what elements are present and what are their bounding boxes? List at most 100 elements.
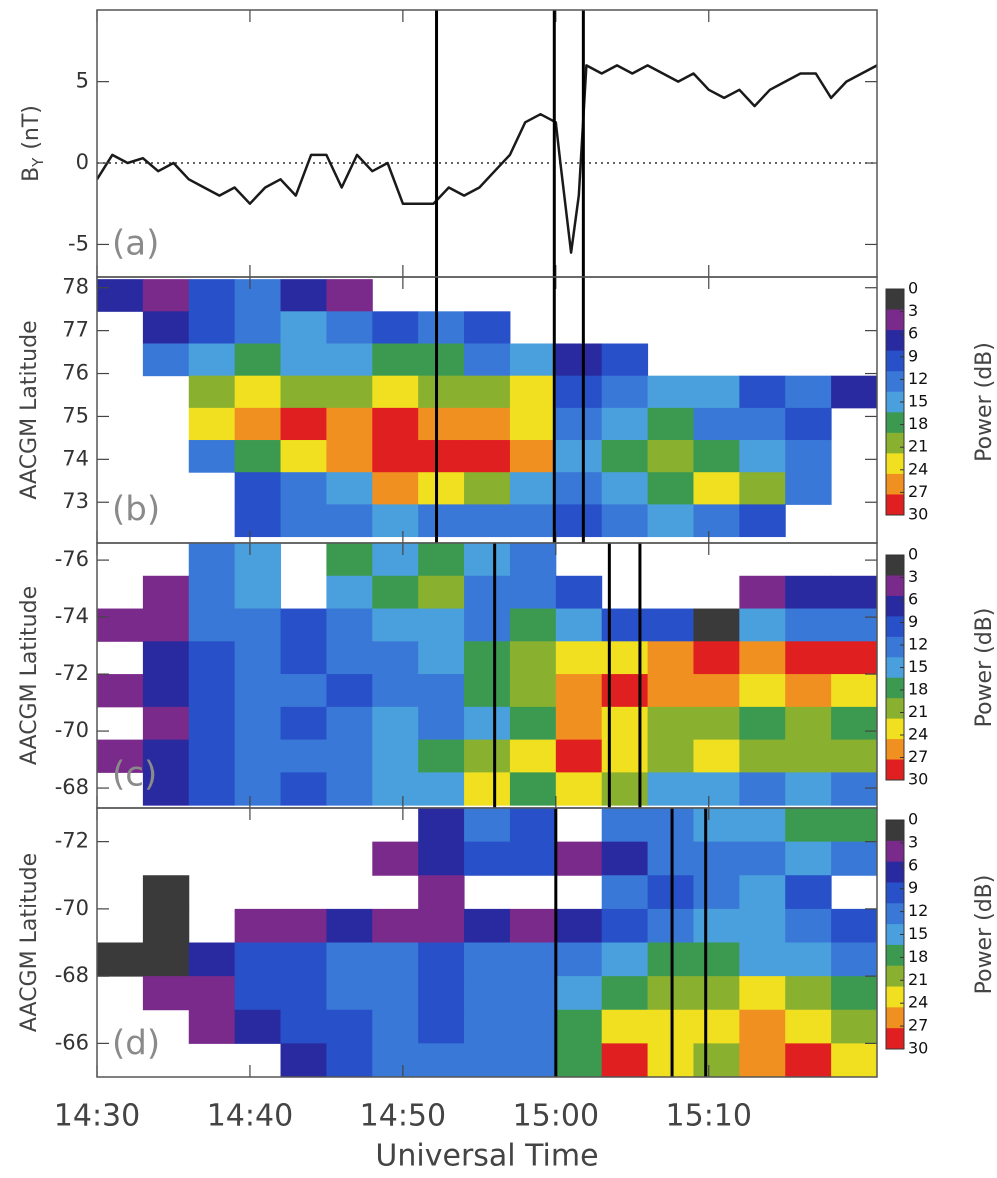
colorbar-tick-label: 9 [908, 346, 918, 365]
plot-area [97, 279, 877, 538]
heatmap-cell [831, 706, 877, 741]
colorbar-swatch [886, 759, 904, 781]
heatmap-cell [418, 674, 465, 708]
y-label-unit: (nT) [19, 105, 44, 150]
heatmap-cell [97, 739, 144, 773]
heatmap-cell [280, 504, 327, 538]
colorbar-tick-label: 30 [908, 505, 928, 524]
colorbar-tick-label: 3 [908, 301, 918, 320]
heatmap-cell [555, 504, 603, 538]
heatmap-cell [326, 706, 373, 741]
heatmap-cell [372, 772, 419, 806]
heatmap-cell [234, 311, 282, 344]
y-label-sub: Y [29, 157, 47, 168]
colorbar-swatch [886, 350, 904, 372]
heatmap-cell [326, 407, 373, 441]
heatmap-cell [509, 343, 557, 377]
heatmap-cell [280, 375, 327, 409]
panel: AACGM Latitude 0 3 6 9 12 15 18 21 24 27 30 Power (d… [17, 807, 997, 1078]
colorbar-swatch [886, 575, 904, 597]
heatmap-cell [785, 808, 832, 843]
heatmap-cell [464, 472, 511, 505]
heatmap-cell [647, 674, 694, 708]
heatmap-cell [739, 504, 786, 538]
heatmap-cell [464, 706, 511, 741]
heatmap-cell [739, 908, 786, 943]
heatmap-cell [601, 808, 649, 843]
y-tick-label: 5 [76, 69, 89, 93]
heatmap-cell [188, 739, 236, 773]
heatmap-cell [693, 608, 740, 642]
heatmap-cell [464, 739, 511, 773]
heatmap-cell [785, 407, 832, 441]
heatmap-cell [464, 1009, 511, 1044]
heatmap-cell [234, 674, 282, 708]
heatmap-cell [234, 440, 282, 473]
heatmap-cell [326, 641, 373, 675]
heatmap-cell [142, 706, 190, 741]
heatmap-cell [693, 942, 740, 977]
heatmap-cell [280, 772, 327, 806]
colorbar-swatch [886, 718, 904, 740]
heatmap-cell [326, 343, 373, 377]
heatmap-cell [647, 706, 694, 741]
heatmap-cell [372, 375, 419, 409]
heatmap-cell [739, 808, 786, 843]
heatmap-cell [739, 706, 786, 741]
heatmap-cell [509, 641, 557, 675]
colorbar-tick-label: 27 [908, 747, 928, 766]
colorbar-swatch [886, 677, 904, 699]
y-tick-label: -70 [55, 718, 89, 742]
heatmap-cell [555, 440, 603, 473]
heatmap-cell [280, 472, 327, 505]
y-axis-label: AACGM Latitude [17, 853, 42, 1032]
heatmap-cell [509, 1009, 557, 1044]
colorbar-label: Power (dB) [972, 875, 997, 995]
heatmap-cell [464, 674, 511, 708]
heatmap-cell [188, 407, 236, 441]
heatmap-cell [555, 343, 603, 377]
heatmap-cell [509, 575, 557, 610]
colorbar-tick-label: 27 [908, 482, 928, 501]
heatmap-cell [693, 407, 740, 441]
colorbar-swatch [886, 494, 904, 516]
colorbar-swatch [886, 1007, 904, 1029]
heatmap-cell [555, 908, 603, 943]
heatmap-cell [739, 674, 786, 708]
heatmap-cell [647, 407, 694, 441]
heatmap-cell [142, 875, 190, 910]
colorbar-tick-label: 30 [908, 770, 928, 789]
heatmap-cell [234, 908, 282, 943]
heatmap-cell [188, 311, 236, 344]
heatmap-cell [326, 375, 373, 409]
heatmap-cell [326, 575, 373, 610]
heatmap-cell [831, 641, 877, 675]
colorbar-swatch [886, 840, 904, 863]
heatmap-cell [509, 908, 557, 943]
heatmap-cell [785, 908, 832, 943]
heatmap-cell [509, 504, 557, 538]
heatmap-cell [234, 504, 282, 538]
heatmap-cell [831, 739, 877, 773]
heatmap-cell [693, 674, 740, 708]
heatmap-cell [464, 375, 511, 409]
colorbar-tick-label: 15 [908, 924, 928, 943]
heatmap-cell [785, 440, 832, 473]
colorbar-label: Power (dB) [972, 342, 997, 462]
colorbar-swatch [886, 473, 904, 495]
heatmap-cell [509, 472, 557, 505]
y-axis-label: AACGM Latitude [17, 320, 42, 499]
heatmap-cell [280, 1043, 327, 1077]
heatmap-cell [326, 1009, 373, 1044]
heatmap-cell [97, 279, 144, 312]
heatmap-cell [601, 875, 649, 910]
colorbar-tick-label: 9 [908, 612, 918, 631]
heatmap-cell [647, 472, 694, 505]
colorbar-tick-label: 18 [908, 680, 928, 699]
y-axis-label: AACGM Latitude [17, 586, 42, 765]
colorbar-tick-label: 24 [908, 459, 928, 478]
heatmap-cell [326, 674, 373, 708]
heatmap-cell [555, 472, 603, 505]
heatmap-cell [555, 674, 603, 708]
